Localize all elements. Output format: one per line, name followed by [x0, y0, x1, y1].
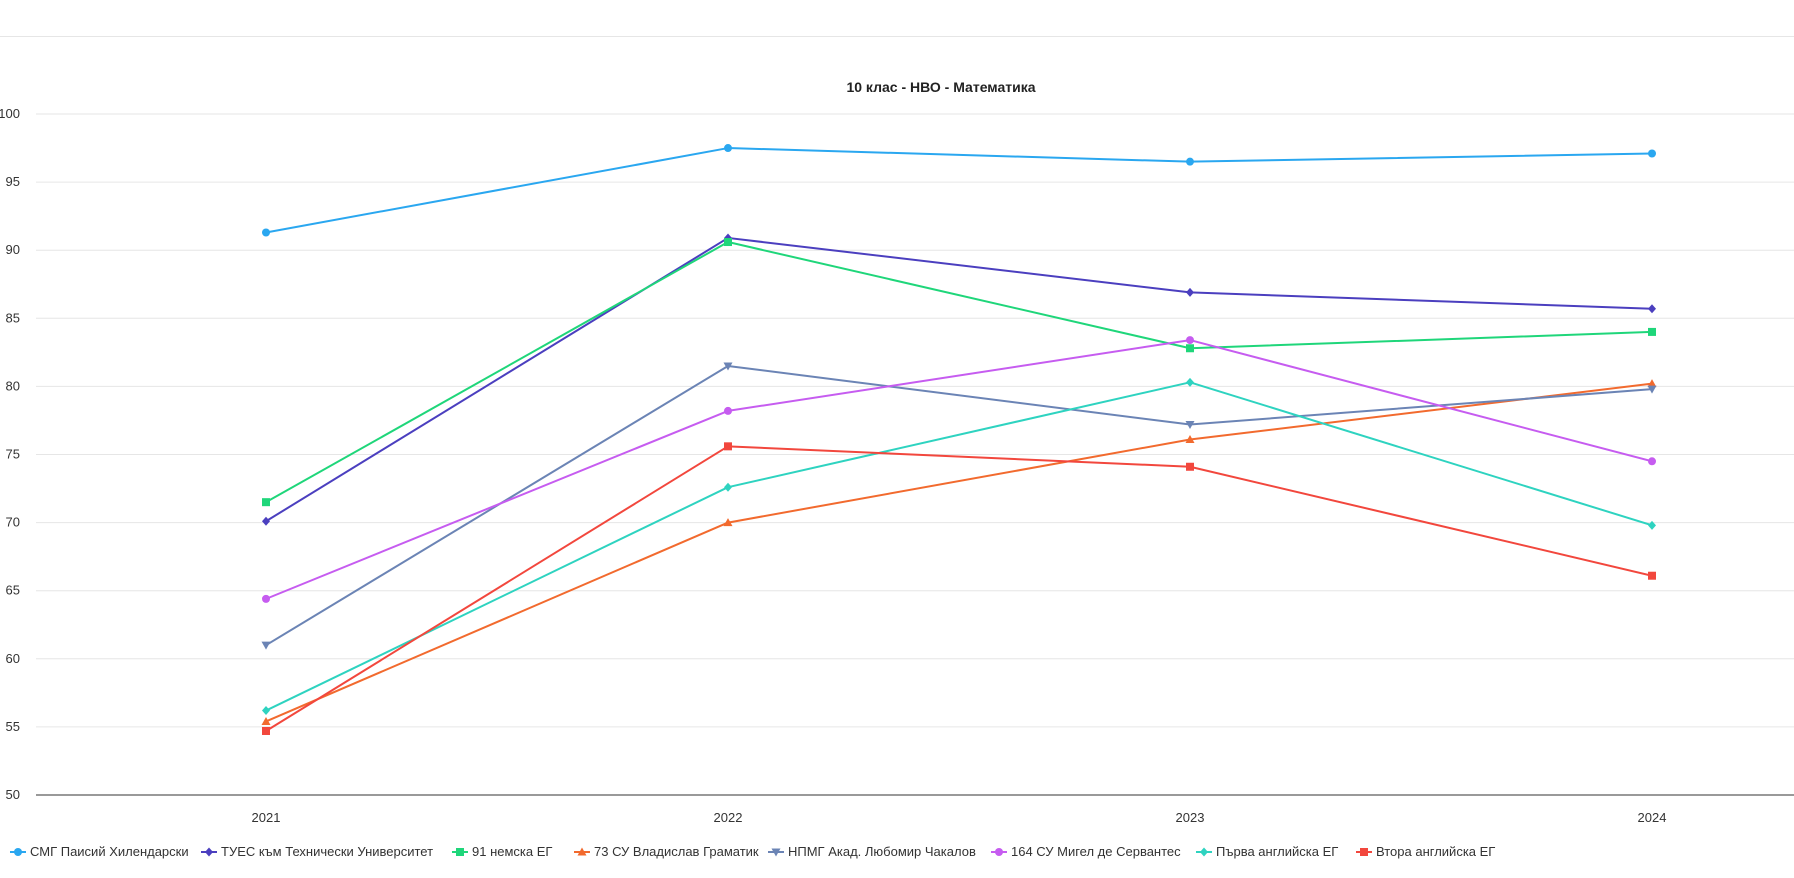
legend-item[interactable]: Първа английска ЕГ [1196, 844, 1338, 859]
legend-label: ТУЕС към Технически Университет [221, 844, 433, 859]
series-line [265, 236, 1653, 523]
data-point [262, 594, 270, 603]
series-lines [261, 144, 1657, 735]
data-point [1648, 304, 1656, 314]
data-point [1647, 379, 1657, 388]
y-tick-label: 65 [6, 583, 20, 598]
data-point [1185, 435, 1195, 444]
y-tick-label: 60 [6, 651, 20, 666]
y-tick-label: 85 [6, 310, 20, 325]
legend-label: СМГ Паисий Хилендарски [30, 844, 189, 859]
legend-marker-icon [456, 848, 464, 856]
legend-marker-icon [205, 847, 213, 857]
data-point [262, 706, 270, 716]
series-2 [262, 233, 1656, 526]
y-tick-label: 90 [6, 242, 20, 257]
series-line [265, 381, 1653, 712]
x-tick-label: 2021 [252, 810, 281, 825]
data-point [1647, 385, 1657, 394]
legend-marker-icon [14, 848, 22, 856]
data-point [724, 144, 732, 153]
legend-marker-icon [577, 847, 587, 856]
data-point [724, 482, 732, 492]
data-point [723, 518, 733, 527]
data-point [723, 362, 733, 371]
legend-marker-icon [1200, 847, 1208, 857]
legend-item[interactable]: ТУЕС към Технически Университет [201, 844, 433, 859]
data-point [1186, 377, 1194, 387]
x-tick-label: 2022 [714, 810, 743, 825]
series-5 [261, 362, 1657, 650]
series-3 [262, 238, 1656, 507]
y-tick-label: 50 [6, 787, 20, 802]
series-line [265, 382, 1653, 723]
data-point [262, 726, 270, 735]
legend-item[interactable]: 91 немска ЕГ [452, 844, 552, 859]
legend-marker-icon [995, 848, 1003, 856]
data-point [1186, 344, 1194, 353]
x-tick-label: 2024 [1638, 810, 1667, 825]
x-tick-label: 2023 [1176, 810, 1205, 825]
axes: 50 55 60 65 70 75 80 85 90 95 100 2021 2022 2023 2024 [0, 106, 1794, 825]
legend-label: 91 немска ЕГ [472, 844, 552, 859]
data-point [261, 716, 271, 725]
y-tick-label: 95 [6, 174, 20, 189]
legend-item[interactable]: НПМГ Акад. Любомир Чакалов [768, 844, 976, 859]
y-tick-label: 70 [6, 515, 20, 530]
data-point [1186, 157, 1194, 166]
data-point [1648, 149, 1656, 158]
data-point [1648, 520, 1656, 530]
series-1 [262, 144, 1656, 237]
legend-label: 164 СУ Мигел де Сервантес [1011, 844, 1181, 859]
data-point [1648, 327, 1656, 336]
data-point [724, 406, 732, 415]
y-tick-label: 100 [0, 106, 20, 121]
series-line [265, 241, 1653, 504]
legend-marker-icon [771, 848, 781, 857]
data-point [1648, 571, 1656, 580]
legend-item[interactable]: Втора английска ЕГ [1356, 844, 1495, 859]
series-line [265, 445, 1653, 732]
data-point [262, 228, 270, 237]
chart-title: 10 клас - НВО - Математика [846, 79, 1035, 95]
legend-item[interactable]: 73 СУ Владислав Граматик [574, 844, 759, 859]
data-point [1186, 287, 1194, 297]
y-tick-label: 80 [6, 378, 20, 393]
series-7 [262, 377, 1656, 716]
data-point [1186, 462, 1194, 471]
legend[interactable]: СМГ Паисий Хилендарски ТУЕС към Техническ… [10, 844, 1495, 859]
y-tick-label: 75 [6, 447, 20, 462]
data-point [1186, 336, 1194, 345]
data-point [261, 641, 271, 650]
grid [36, 113, 1794, 728]
data-point [724, 238, 732, 247]
series-6 [262, 336, 1656, 603]
series-8 [262, 442, 1656, 735]
legend-label: НПМГ Акад. Любомир Чакалов [788, 844, 976, 859]
series-line [265, 147, 1653, 234]
legend-label: 73 СУ Владислав Граматик [594, 844, 759, 859]
legend-item[interactable]: СМГ Паисий Хилендарски [10, 844, 189, 859]
header-divider [0, 36, 1794, 37]
data-point [1185, 421, 1195, 430]
legend-label: Първа английска ЕГ [1216, 844, 1338, 859]
data-point [724, 442, 732, 451]
series-line [265, 339, 1653, 600]
data-point [262, 516, 270, 526]
y-tick-label: 55 [6, 719, 20, 734]
series-4 [261, 379, 1657, 725]
legend-item[interactable]: 164 СУ Мигел де Сервантес [991, 844, 1181, 859]
data-point [1648, 457, 1656, 466]
data-point [262, 498, 270, 507]
legend-label: Втора английска ЕГ [1376, 844, 1495, 859]
legend-marker-icon [1360, 848, 1368, 856]
